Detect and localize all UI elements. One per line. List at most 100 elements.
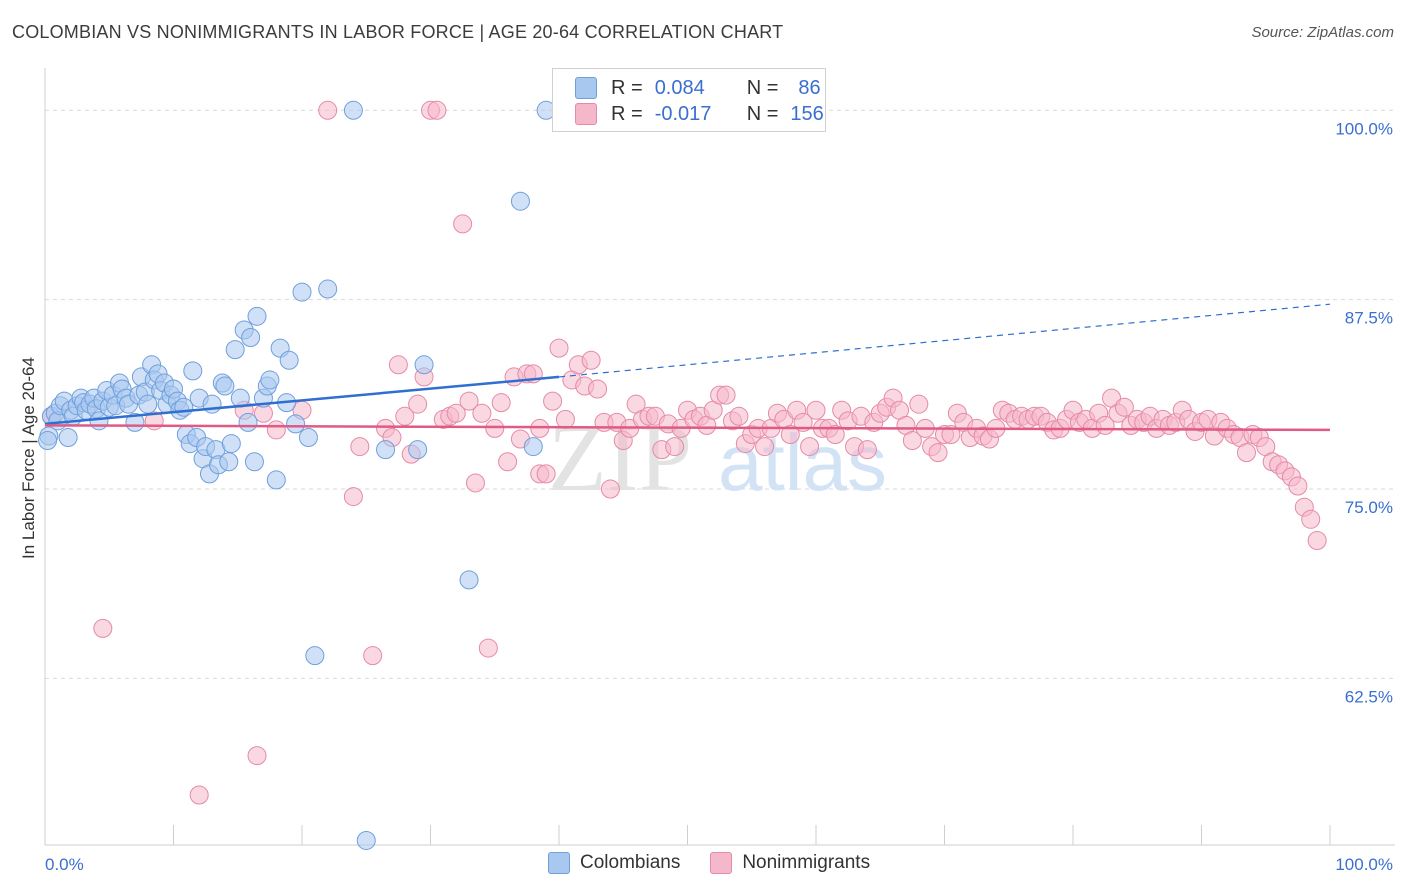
colombians-point: [286, 414, 306, 434]
colombians-point: [376, 440, 396, 460]
nonimmigrants-point: [1236, 443, 1256, 463]
bottom-legend-nonimmigrants[interactable]: Nonimmigrants: [710, 852, 870, 874]
legend-row-colombians: R = 0.084 N = 86: [575, 76, 821, 100]
nonimmigrants-points: [41, 100, 1327, 805]
legend-swatch-blue: [575, 77, 597, 99]
source-label: Source: ZipAtlas.com: [1251, 24, 1394, 41]
nonimmigrants-point: [800, 437, 820, 457]
legend-swatch-pink: [710, 852, 733, 874]
colombians-point: [414, 355, 434, 375]
bottom-legend-colombians[interactable]: Colombians: [548, 852, 680, 874]
colombians-point: [279, 350, 299, 370]
colombians-point: [343, 100, 363, 120]
nonimmigrants-point: [453, 214, 473, 234]
nonimmigrants-point: [716, 385, 736, 405]
colombians-points: [38, 100, 556, 850]
legend: R = 0.084 N = 86 R = -0.017 N = 156: [552, 68, 826, 132]
axes: [44, 68, 1395, 846]
nonimmigrants-point: [446, 403, 466, 423]
colombians-point: [266, 470, 286, 490]
nonimmigrants-point: [530, 418, 550, 438]
colombians-point: [510, 191, 530, 211]
nonimmigrants-point: [472, 403, 492, 423]
legend-n-value: 86: [798, 76, 821, 99]
nonimmigrants-point: [581, 350, 601, 370]
nonimmigrants-point: [427, 100, 447, 120]
colombians-point: [305, 646, 325, 666]
colombians-point: [244, 452, 264, 472]
nonimmigrants-point: [941, 424, 961, 444]
nonimmigrants-point: [363, 646, 383, 666]
bottom-legend: Colombians Nonimmigrants: [548, 852, 900, 874]
colombians-point: [215, 376, 235, 396]
colombians-trend-line: [44, 375, 560, 426]
colombians-point: [225, 340, 245, 360]
nonimmigrants-point: [247, 746, 267, 766]
nonimmigrants-point: [266, 420, 286, 440]
nonimmigrants-point: [780, 424, 800, 444]
colombians-point: [523, 437, 543, 457]
nonimmigrants-point: [350, 437, 370, 457]
nonimmigrants-point: [498, 452, 518, 472]
colombians-point: [260, 370, 280, 390]
x-tick-label: 100.0%: [1335, 855, 1393, 874]
colombians-point: [459, 570, 479, 590]
colombians-point: [138, 394, 158, 414]
x-tick-label: 0.0%: [45, 855, 84, 874]
y-axis-label: In Labor Force | Age 20-64: [19, 357, 38, 559]
legend-swatch-pink: [575, 103, 597, 125]
colombians-point: [221, 434, 241, 454]
nonimmigrants-point: [857, 440, 877, 460]
y-tick-label: 87.5%: [1345, 309, 1393, 328]
colombians-point: [38, 431, 58, 451]
nonimmigrants-point: [1288, 476, 1308, 496]
nonimmigrants-point: [93, 618, 113, 638]
nonimmigrants-point: [395, 406, 415, 426]
nonimmigrants-point: [600, 479, 620, 499]
colombians-point: [202, 394, 222, 414]
nonimmigrants-point: [478, 638, 498, 658]
legend-row-nonimmigrants: R = -0.017 N = 156: [575, 102, 824, 126]
trend-lines: [44, 303, 1331, 432]
y-tick-label: 62.5%: [1345, 687, 1393, 706]
legend-r-value: 0.084: [654, 76, 705, 99]
nonimmigrants-point: [189, 785, 209, 805]
nonimmigrants-point: [465, 473, 485, 493]
nonimmigrants-point: [928, 443, 948, 463]
legend-r-label: R =: [611, 102, 643, 125]
legend-n-label: N =: [746, 76, 779, 99]
colombians-point: [238, 412, 258, 432]
colombians-trend-extension: [558, 303, 1331, 378]
nonimmigrants-point: [1307, 531, 1327, 551]
nonimmigrants-point: [388, 355, 408, 375]
axis-labels: 62.5% 75.0% 87.5% 100.0% 0.0% 100.0% In Labor …: [19, 119, 1393, 874]
nonimmigrants-trend-line: [44, 424, 1331, 432]
nonimmigrants-point: [549, 338, 569, 358]
colombians-point: [292, 282, 312, 302]
nonimmigrants-point: [1114, 397, 1134, 417]
y-tick-label: 100.0%: [1335, 119, 1393, 138]
nonimmigrants-point: [318, 100, 338, 120]
colombians-point: [183, 361, 203, 381]
legend-swatch-blue: [548, 852, 570, 874]
bottom-legend-label: Colombians: [580, 852, 681, 873]
nonimmigrants-point: [408, 394, 428, 414]
nonimmigrants-point: [729, 406, 749, 426]
legend-n-label: N =: [746, 102, 779, 125]
nonimmigrants-point: [909, 394, 929, 414]
bottom-legend-label: Nonimmigrants: [742, 852, 871, 873]
nonimmigrants-point: [1301, 509, 1321, 529]
chart-title: COLOMBIAN VS NONIMMIGRANTS IN LABOR FORC…: [12, 22, 784, 42]
colombians-point: [408, 440, 428, 460]
colombians-point: [219, 452, 239, 472]
colombians-point: [298, 428, 318, 448]
legend-r-value: -0.017: [654, 102, 712, 125]
colombians-point: [318, 279, 338, 299]
nonimmigrants-point: [825, 424, 845, 444]
nonimmigrants-point: [588, 379, 608, 399]
colombians-point: [247, 306, 267, 326]
nonimmigrants-point: [485, 418, 505, 438]
nonimmigrants-point: [343, 487, 363, 507]
colombians-point: [241, 328, 261, 348]
